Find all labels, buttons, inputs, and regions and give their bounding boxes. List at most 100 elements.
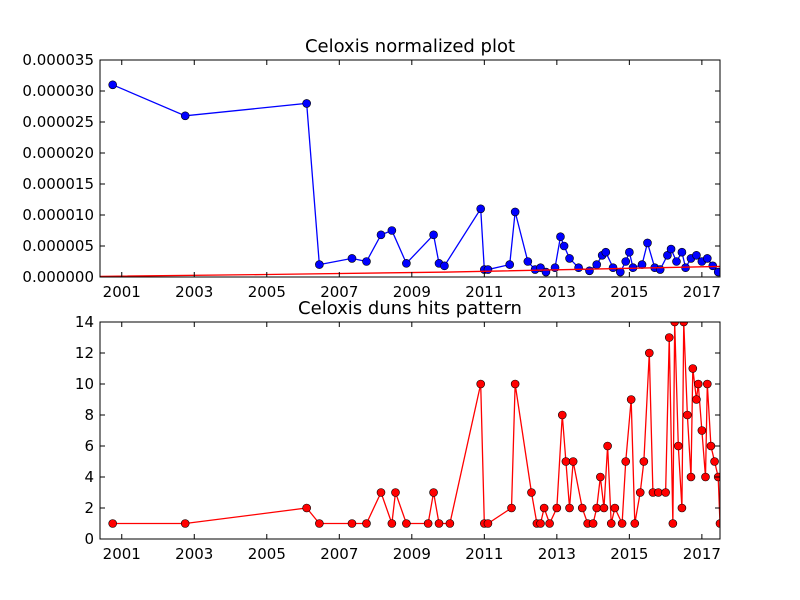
data-point bbox=[510, 379, 520, 389]
data-point bbox=[476, 204, 486, 214]
data-point bbox=[708, 261, 718, 271]
data-point bbox=[476, 379, 486, 389]
data-point bbox=[302, 503, 311, 513]
axes-frame bbox=[99, 321, 721, 540]
data-point bbox=[108, 519, 117, 528]
x-tick-label: 2013 bbox=[538, 283, 576, 301]
x-tick-label: 2005 bbox=[248, 283, 286, 301]
data-point bbox=[606, 519, 616, 528]
data-point bbox=[617, 519, 627, 528]
data-point bbox=[423, 519, 433, 528]
data-point bbox=[429, 488, 438, 497]
data-point bbox=[592, 503, 602, 513]
data-point bbox=[710, 457, 719, 466]
data-point bbox=[536, 519, 545, 528]
data-point bbox=[545, 519, 554, 528]
data-point bbox=[539, 503, 549, 513]
data-point bbox=[568, 457, 578, 466]
data-point bbox=[561, 457, 571, 466]
data-point bbox=[643, 238, 652, 248]
data-point bbox=[565, 254, 574, 263]
data-point bbox=[661, 488, 670, 497]
y-tick-label: 2 bbox=[84, 499, 94, 517]
data-point bbox=[610, 503, 620, 513]
data-point bbox=[592, 260, 602, 269]
data-point bbox=[706, 441, 716, 451]
x-tick-label: 2001 bbox=[103, 545, 141, 563]
data-point bbox=[644, 348, 654, 358]
x-tick-label: 2007 bbox=[320, 545, 358, 563]
x-tick-label: 2005 bbox=[248, 545, 286, 563]
data-point bbox=[391, 488, 400, 497]
data-point bbox=[693, 379, 703, 389]
x-tick-label: 2009 bbox=[393, 283, 431, 301]
data-point bbox=[180, 519, 190, 528]
y-tick-label: 8 bbox=[84, 406, 94, 424]
x-tick-label: 2017 bbox=[683, 545, 721, 563]
chart-1: 2001 2003 2005 2007 2009 2011 2013 2015 2017 0.00… bbox=[22, 36, 721, 301]
data-point bbox=[483, 265, 493, 274]
data-point bbox=[557, 410, 567, 420]
data-point bbox=[362, 257, 371, 266]
data-point bbox=[402, 519, 411, 528]
data-point bbox=[541, 267, 551, 277]
data-point bbox=[445, 519, 455, 528]
data-point bbox=[574, 263, 583, 273]
x-tick-label: 2011 bbox=[465, 283, 503, 301]
data-point bbox=[626, 395, 636, 404]
plot-area bbox=[100, 80, 720, 277]
data-point bbox=[601, 247, 611, 257]
data-point bbox=[677, 503, 687, 513]
data-point bbox=[683, 410, 692, 420]
data-point bbox=[588, 519, 598, 528]
y-tick-label: 0.000000 bbox=[22, 268, 94, 286]
data-point bbox=[666, 244, 676, 254]
data-point bbox=[577, 503, 587, 513]
y-tick-label: 14 bbox=[75, 313, 94, 331]
series-line-2 bbox=[100, 265, 720, 277]
data-point bbox=[621, 457, 631, 466]
data-point bbox=[434, 519, 444, 528]
axes-frame bbox=[99, 59, 721, 278]
data-point bbox=[668, 519, 678, 528]
data-point bbox=[672, 257, 681, 266]
y-tick-label: 4 bbox=[84, 468, 94, 486]
chart-2: 2001 2003 2005 2007 2009 2011 2013 2015 2017 0 2 4 6… bbox=[75, 298, 721, 563]
data-point bbox=[180, 111, 190, 121]
y-tick-label: 0.000035 bbox=[22, 51, 94, 69]
data-point bbox=[376, 230, 386, 240]
x-tick-label: 2003 bbox=[175, 545, 213, 563]
data-point bbox=[655, 265, 665, 274]
data-point bbox=[559, 241, 569, 251]
x-tick-label: 2015 bbox=[610, 545, 648, 563]
data-point bbox=[402, 259, 411, 268]
data-point bbox=[625, 247, 634, 257]
x-tick-label: 2009 bbox=[393, 545, 431, 563]
data-point bbox=[697, 426, 707, 435]
data-point bbox=[523, 257, 533, 266]
data-point bbox=[315, 519, 324, 528]
y-tick-label: 0.000030 bbox=[22, 82, 94, 100]
x-tick-label: 2003 bbox=[175, 283, 213, 301]
data-point bbox=[347, 254, 357, 263]
y-tick-label: 6 bbox=[84, 437, 94, 455]
data-point bbox=[585, 266, 594, 276]
data-point bbox=[674, 441, 683, 451]
data-point bbox=[664, 333, 674, 342]
data-point bbox=[608, 263, 618, 273]
data-point bbox=[715, 519, 720, 528]
data-point bbox=[686, 472, 696, 482]
data-point bbox=[621, 257, 631, 266]
data-point bbox=[635, 488, 645, 497]
data-point bbox=[440, 261, 449, 271]
y-tick-label: 10 bbox=[75, 375, 94, 393]
data-point bbox=[713, 267, 720, 277]
data-point bbox=[376, 488, 386, 497]
series-line-1 bbox=[112, 84, 719, 273]
data-point bbox=[552, 503, 562, 513]
x-tick-label: 2007 bbox=[320, 283, 358, 301]
data-point bbox=[701, 472, 710, 482]
data-point bbox=[387, 226, 397, 235]
y-tick-label: 0.000025 bbox=[22, 113, 94, 131]
